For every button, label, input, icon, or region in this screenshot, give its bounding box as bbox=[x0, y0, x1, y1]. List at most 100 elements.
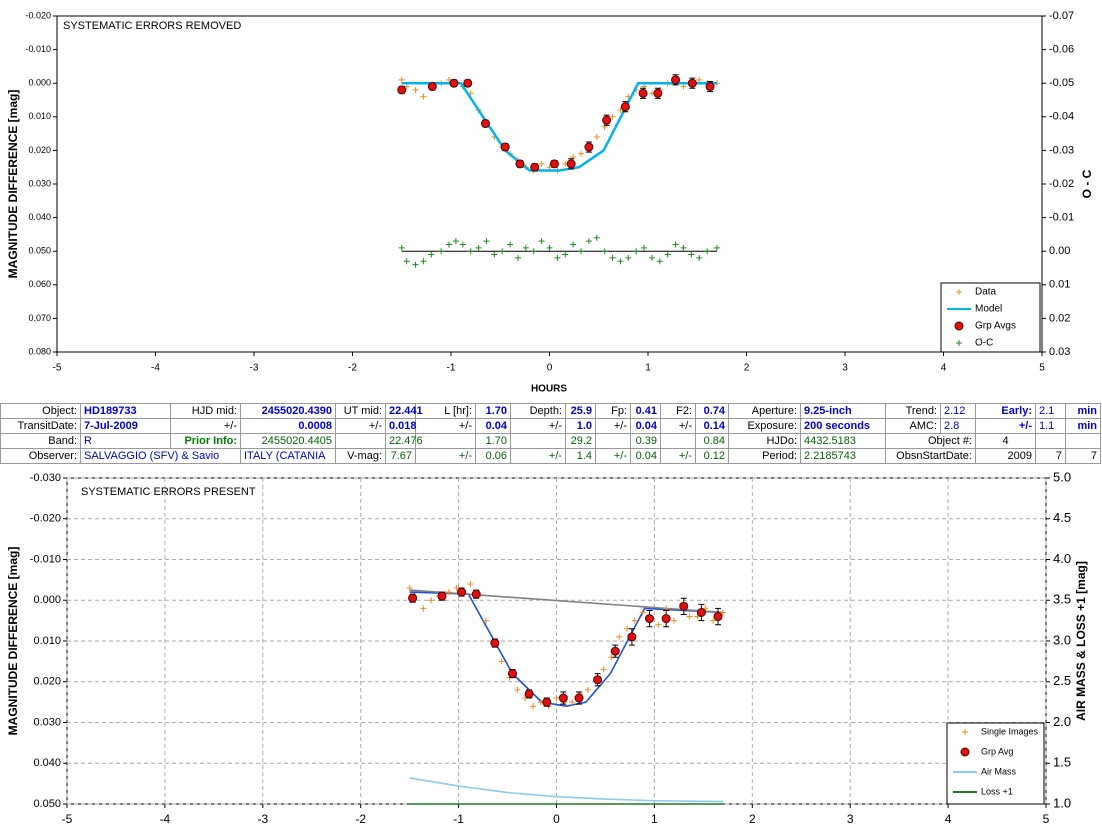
cell: 2.8 bbox=[940, 418, 976, 434]
group-average bbox=[558, 693, 568, 703]
cell: 2009 bbox=[975, 448, 1036, 464]
chart-title: SYSTEMATIC ERRORS PRESENT bbox=[81, 486, 256, 498]
y-tick-label: -0.010 bbox=[25, 44, 51, 54]
legend-label: Data bbox=[975, 287, 997, 298]
cell: Period: bbox=[728, 448, 801, 464]
data-point bbox=[600, 666, 607, 673]
group-average bbox=[574, 693, 584, 703]
data-point bbox=[483, 238, 490, 245]
y2-tick-label: 1.0 bbox=[1053, 795, 1071, 810]
y-tick-label: -0.030 bbox=[30, 472, 61, 484]
cell: min bbox=[1065, 418, 1101, 434]
data-point bbox=[578, 248, 585, 255]
data-point bbox=[420, 93, 427, 100]
cell: TransitDate: bbox=[0, 418, 81, 434]
group-average bbox=[696, 607, 706, 617]
x-tick-label: -4 bbox=[151, 363, 160, 374]
chart-title: SYSTEMATIC ERRORS REMOVED bbox=[63, 20, 241, 32]
data-point bbox=[688, 251, 695, 258]
cell: 0.06 bbox=[475, 448, 511, 464]
cell: F2: bbox=[660, 403, 696, 419]
cell: 0.84 bbox=[695, 433, 729, 449]
cell: +/- bbox=[510, 418, 566, 434]
cell: 0.04 bbox=[630, 448, 661, 464]
data-point bbox=[445, 589, 452, 596]
cell: 0.0008 bbox=[240, 418, 336, 434]
group-average bbox=[471, 589, 481, 599]
cell: +/- bbox=[510, 448, 566, 464]
cell: 2.2185743 bbox=[800, 448, 886, 464]
cell: 2455020.4405 bbox=[240, 433, 336, 449]
data-point bbox=[704, 248, 711, 255]
data-point bbox=[467, 248, 474, 255]
cell: 2.12 bbox=[940, 403, 976, 419]
cell: 1.70 bbox=[475, 433, 511, 449]
cell: Aperture: bbox=[728, 403, 801, 419]
y2-tick-label: 4.0 bbox=[1053, 551, 1071, 566]
x-tick-label: 0 bbox=[553, 812, 560, 826]
group-average bbox=[638, 88, 648, 98]
x-tick-label: 3 bbox=[842, 363, 848, 374]
y2-tick-label: 0.01 bbox=[1049, 279, 1070, 291]
group-average bbox=[602, 115, 612, 125]
data-point bbox=[428, 251, 435, 258]
data-point bbox=[514, 686, 521, 693]
y2-tick-label: 2.0 bbox=[1053, 714, 1071, 729]
legend-symbol bbox=[962, 729, 968, 735]
x-tick-label: -4 bbox=[160, 812, 171, 826]
cell: 2.1 bbox=[1035, 403, 1066, 419]
data-point bbox=[475, 244, 482, 251]
data-point bbox=[398, 244, 405, 251]
y2-tick-label: -0.01 bbox=[1049, 212, 1074, 224]
y-axis-label: MAGNITUDE DIFFERENCE [mag] bbox=[6, 90, 20, 279]
x-tick-label: -2 bbox=[355, 812, 366, 826]
data-point bbox=[483, 617, 490, 624]
data-point bbox=[713, 244, 720, 251]
cell: 0.39 bbox=[630, 433, 661, 449]
cell: SALVAGGIO (SFV) & Savio bbox=[80, 448, 241, 464]
group-average bbox=[480, 119, 490, 129]
group-average bbox=[490, 638, 500, 648]
cell: 0.74 bbox=[695, 403, 729, 419]
cell: min bbox=[1065, 403, 1101, 419]
data-point bbox=[601, 248, 608, 255]
table-row: TransitDate: 7-Jul-2009 +/- 0.0008 +/- 0.018 +… bbox=[0, 418, 1101, 434]
table-row: Object: HD189733 HJD mid: 2455020.4390 UT mi… bbox=[0, 403, 1101, 419]
group-average bbox=[549, 159, 559, 169]
cell: +/- bbox=[660, 418, 696, 434]
cell: Trend: bbox=[885, 403, 941, 419]
y-tick-label: 0.020 bbox=[28, 145, 51, 155]
plot-area bbox=[56, 15, 1043, 353]
table-row: Band: R Prior Info: 2455020.4405 22.476 1.70 2… bbox=[0, 433, 1101, 449]
y-tick-label: 0.030 bbox=[28, 178, 51, 188]
group-average bbox=[713, 612, 723, 622]
cell: 1.1 bbox=[1035, 418, 1066, 434]
cell: 1.0 bbox=[565, 418, 596, 434]
data-point bbox=[522, 244, 529, 251]
data-point bbox=[412, 261, 419, 268]
group-average bbox=[507, 669, 517, 679]
cell: +/- bbox=[415, 448, 476, 464]
y2-tick-label: 4.5 bbox=[1053, 510, 1071, 525]
cell bbox=[595, 433, 631, 449]
group-average bbox=[627, 632, 637, 642]
y2-tick-label: 1.5 bbox=[1053, 755, 1071, 770]
data-point bbox=[467, 580, 474, 587]
cell: 22.476 bbox=[385, 433, 423, 449]
legend-label: Grp Avgs bbox=[975, 321, 1016, 332]
y2-tick-label: 0.03 bbox=[1049, 346, 1070, 358]
y2-tick-label: 3.0 bbox=[1053, 632, 1071, 647]
data-point bbox=[446, 241, 453, 248]
cell bbox=[335, 433, 386, 449]
data-point bbox=[686, 613, 693, 620]
cell: AMC: bbox=[885, 418, 941, 434]
cell: HJD mid: bbox=[170, 403, 241, 419]
y-tick-label: 0.010 bbox=[33, 635, 61, 647]
group-average bbox=[463, 78, 473, 88]
cell: 200 seconds bbox=[800, 418, 886, 434]
x-tick-label: 4 bbox=[945, 812, 952, 826]
y-tick-label: -0.010 bbox=[30, 553, 61, 565]
cell: 1.70 bbox=[475, 403, 511, 419]
